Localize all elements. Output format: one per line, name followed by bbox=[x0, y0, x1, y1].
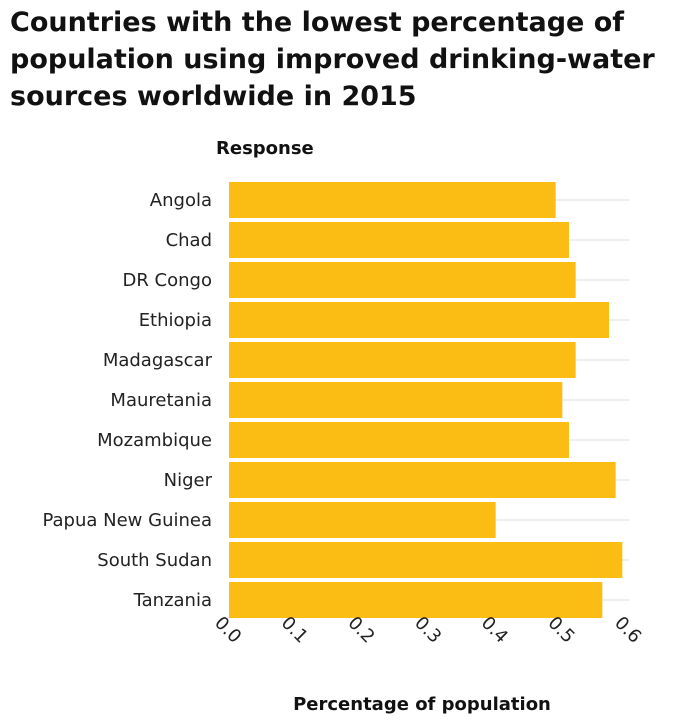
bar-dr-congo bbox=[229, 262, 576, 298]
chart-title: Countries with the lowest percentage of … bbox=[10, 7, 655, 112]
category-labels: Angola Chad DR Congo Ethiopia Madagascar Maur… bbox=[42, 190, 212, 611]
bar-south-sudan bbox=[229, 542, 623, 578]
bar-angola bbox=[229, 182, 556, 218]
bar-papua-new-guinea bbox=[229, 502, 496, 538]
category-label: Papua New Guinea bbox=[42, 510, 212, 531]
category-label: Chad bbox=[166, 230, 212, 251]
bar-chad bbox=[229, 222, 569, 258]
x-tick-label: 0.6 bbox=[610, 612, 645, 647]
bar-niger bbox=[229, 462, 616, 498]
category-label: Niger bbox=[164, 470, 213, 491]
bar-mozambique bbox=[229, 422, 569, 458]
bar-ethiopia bbox=[229, 302, 609, 338]
category-label: Angola bbox=[150, 190, 212, 211]
category-label: Tanzania bbox=[133, 590, 212, 611]
bar-madagascar bbox=[229, 342, 576, 378]
category-label: DR Congo bbox=[122, 270, 212, 291]
bars bbox=[229, 182, 623, 618]
category-label: South Sudan bbox=[97, 550, 212, 571]
y-axis-title: Response bbox=[216, 138, 314, 159]
x-axis-title: Percentage of population bbox=[293, 694, 551, 715]
category-label: Mozambique bbox=[97, 430, 212, 451]
bar-tanzania bbox=[229, 582, 603, 618]
category-label: Ethiopia bbox=[139, 310, 212, 331]
category-label: Madagascar bbox=[103, 350, 213, 371]
bar-mauretania bbox=[229, 382, 563, 418]
category-label: Mauretania bbox=[110, 390, 212, 411]
